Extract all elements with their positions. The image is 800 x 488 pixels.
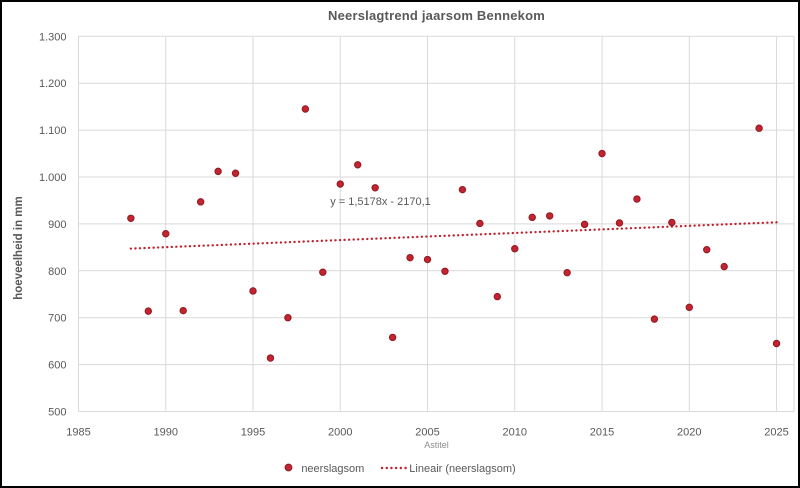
- data-point: [545, 212, 554, 220]
- x-tick-label: 2025: [764, 427, 788, 439]
- data-point: [528, 213, 536, 222]
- data-point: [127, 214, 135, 222]
- data-point: [563, 268, 571, 277]
- legend-label-neerslagsom: neerslagsom: [301, 463, 365, 475]
- data-point: [703, 245, 711, 254]
- data-point: [231, 169, 240, 177]
- data-point: [493, 292, 502, 301]
- data-point: [685, 303, 693, 312]
- y-tick-label: 500: [48, 407, 66, 419]
- y-tick-label: 1.000: [39, 172, 67, 184]
- legend-label-lineair: Lineair (neerslagsom): [409, 463, 516, 475]
- chart-title: Neerslagtrend jaarsom Bennekom: [328, 8, 545, 23]
- data-point: [266, 354, 275, 362]
- data-point: [249, 287, 257, 295]
- data-point: [162, 230, 170, 238]
- x-tick-label: 2000: [328, 427, 352, 439]
- legend: neerslagsom Lineair (neerslagsom): [0, 463, 800, 475]
- legend-item-neerslagsom[interactable]: neerslagsom: [284, 463, 364, 475]
- data-point: [284, 314, 292, 322]
- data-point: [319, 268, 327, 276]
- data-point: [668, 218, 676, 227]
- data-point: [458, 185, 467, 194]
- x-tick-label: 2010: [503, 427, 527, 439]
- y-tick-label: 900: [48, 219, 66, 231]
- data-point: [580, 220, 589, 229]
- data-point: [633, 195, 641, 203]
- x-tick-label: 2005: [415, 427, 439, 439]
- data-point: [371, 184, 379, 192]
- x-tick-label: 2020: [677, 427, 701, 439]
- legend-item-lineair[interactable]: Lineair (neerslagsom): [380, 463, 516, 475]
- data-point: [336, 180, 344, 188]
- y-tick-label: 600: [48, 360, 66, 372]
- x-tick-label: 1985: [66, 427, 90, 439]
- data-point: [301, 105, 310, 113]
- x-tick-label: 1995: [241, 427, 265, 439]
- legend-marker-icon: [284, 463, 293, 475]
- data-point: [406, 253, 414, 262]
- y-axis-title: hoeveelheid in mm: [13, 196, 25, 300]
- y-tick-label: 1.300: [39, 31, 67, 43]
- data-point: [720, 262, 728, 271]
- trendline: [129, 221, 778, 250]
- y-tick-label: 1.100: [39, 125, 67, 137]
- x-tick-label: 2015: [590, 427, 614, 439]
- data-point: [476, 219, 484, 228]
- data-point: [650, 315, 659, 323]
- x-axis-title: Astitel: [424, 440, 449, 450]
- data-point: [179, 306, 187, 315]
- data-point: [354, 161, 362, 169]
- legend-trendline-icon: [380, 463, 409, 475]
- y-tick-label: 1.200: [39, 78, 67, 90]
- data-point: [423, 255, 432, 264]
- y-tick-label: 700: [48, 313, 66, 325]
- data-point: [144, 307, 153, 315]
- data-point: [615, 219, 624, 227]
- data-point: [511, 245, 519, 253]
- data-point: [598, 149, 606, 158]
- data-point: [214, 167, 222, 176]
- data-point: [441, 267, 449, 275]
- data-point: [772, 339, 781, 348]
- trendline-equation: y = 1,5178x - 2170,1: [330, 196, 431, 208]
- x-tick-label: 1990: [154, 427, 178, 439]
- y-tick-label: 800: [48, 266, 66, 278]
- data-point: [196, 198, 205, 206]
- data-point: [755, 124, 763, 132]
- data-point: [388, 333, 397, 342]
